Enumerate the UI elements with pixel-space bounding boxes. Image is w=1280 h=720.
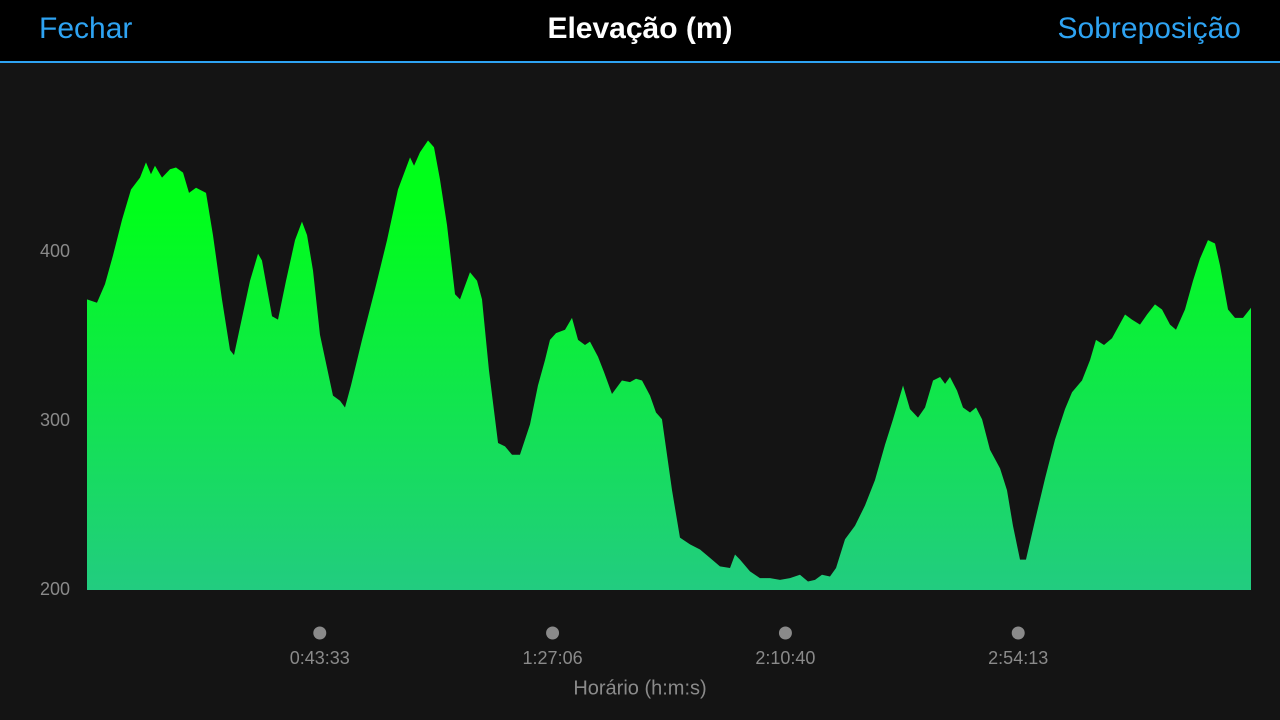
- x-tick-label: 2:54:13: [988, 648, 1048, 668]
- x-tick-label: 2:10:40: [755, 648, 815, 668]
- overlay-button[interactable]: Sobreposição: [1058, 12, 1241, 45]
- y-tick-label: 200: [40, 579, 70, 599]
- x-tick-dot: [546, 626, 560, 640]
- close-button[interactable]: Fechar: [39, 12, 132, 45]
- y-tick-label: 400: [40, 241, 70, 261]
- header-divider: [0, 61, 1280, 63]
- chart-title: Elevação (m): [547, 12, 732, 45]
- x-axis-label: Horário (h:m:s): [573, 677, 706, 699]
- x-tick-dot: [313, 626, 327, 640]
- x-tick-label: 0:43:33: [290, 648, 350, 668]
- elevation-area: [87, 140, 1251, 590]
- y-tick-label: 300: [40, 410, 70, 430]
- x-tick-dot: [778, 626, 792, 640]
- x-tick-dot: [1011, 626, 1025, 640]
- header-bar: [0, 0, 1280, 61]
- x-tick-label: 1:27:06: [523, 648, 583, 668]
